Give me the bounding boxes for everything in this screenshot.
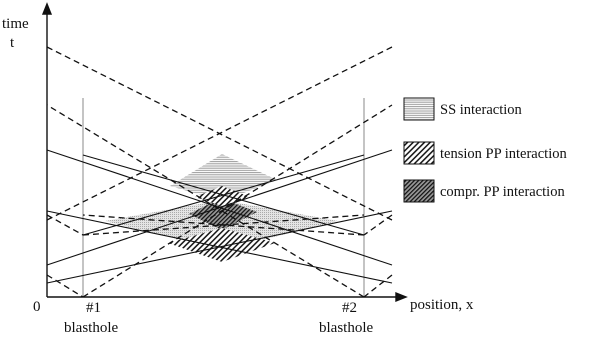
ss-interaction-region (170, 154, 277, 201)
dashed-line (82, 104, 393, 298)
dashed-wave-lines (46, 46, 393, 298)
blasthole-1-label: blasthole (64, 320, 118, 336)
dashed-line (46, 46, 393, 221)
legend-swatch-tension (403, 141, 435, 165)
y-axis-label-line2: t (10, 35, 15, 51)
legend-label-ss: SS interaction (440, 102, 523, 118)
legend-swatch-compr (403, 179, 435, 203)
axes (41, 2, 408, 303)
x-axis-arrow (395, 291, 408, 303)
tension-pp-region (189, 198, 257, 230)
blasthole-guides (82, 98, 365, 297)
compr-pp-region-upper (195, 186, 250, 206)
dashed-line (363, 214, 393, 236)
x-axis-label: position, x (410, 297, 474, 313)
dashed-line (82, 214, 365, 236)
legend: SS interaction tension PP interaction co… (403, 97, 567, 203)
legend-label-tension: tension PP interaction (440, 146, 567, 162)
blasthole-2-label: blasthole (319, 320, 373, 336)
solid-line (46, 210, 393, 284)
blasthole-1-id: #1 (86, 300, 101, 316)
solid-line (46, 149, 393, 266)
dashed-line (363, 274, 393, 298)
blasthole-2-id: #2 (342, 300, 357, 316)
y-axis-label-line1: time (2, 16, 29, 32)
dashed-line (46, 104, 365, 298)
solid-wave-lines (46, 149, 393, 284)
origin-label: 0 (33, 299, 41, 315)
solid-line (82, 154, 365, 236)
dashed-line (46, 274, 84, 298)
legend-swatch-ss (403, 97, 435, 121)
compr-pp-region-lower (168, 228, 275, 262)
dashed-line (46, 214, 84, 236)
legend-label-compr: compr. PP interaction (440, 184, 565, 200)
y-axis-arrow (41, 2, 53, 15)
